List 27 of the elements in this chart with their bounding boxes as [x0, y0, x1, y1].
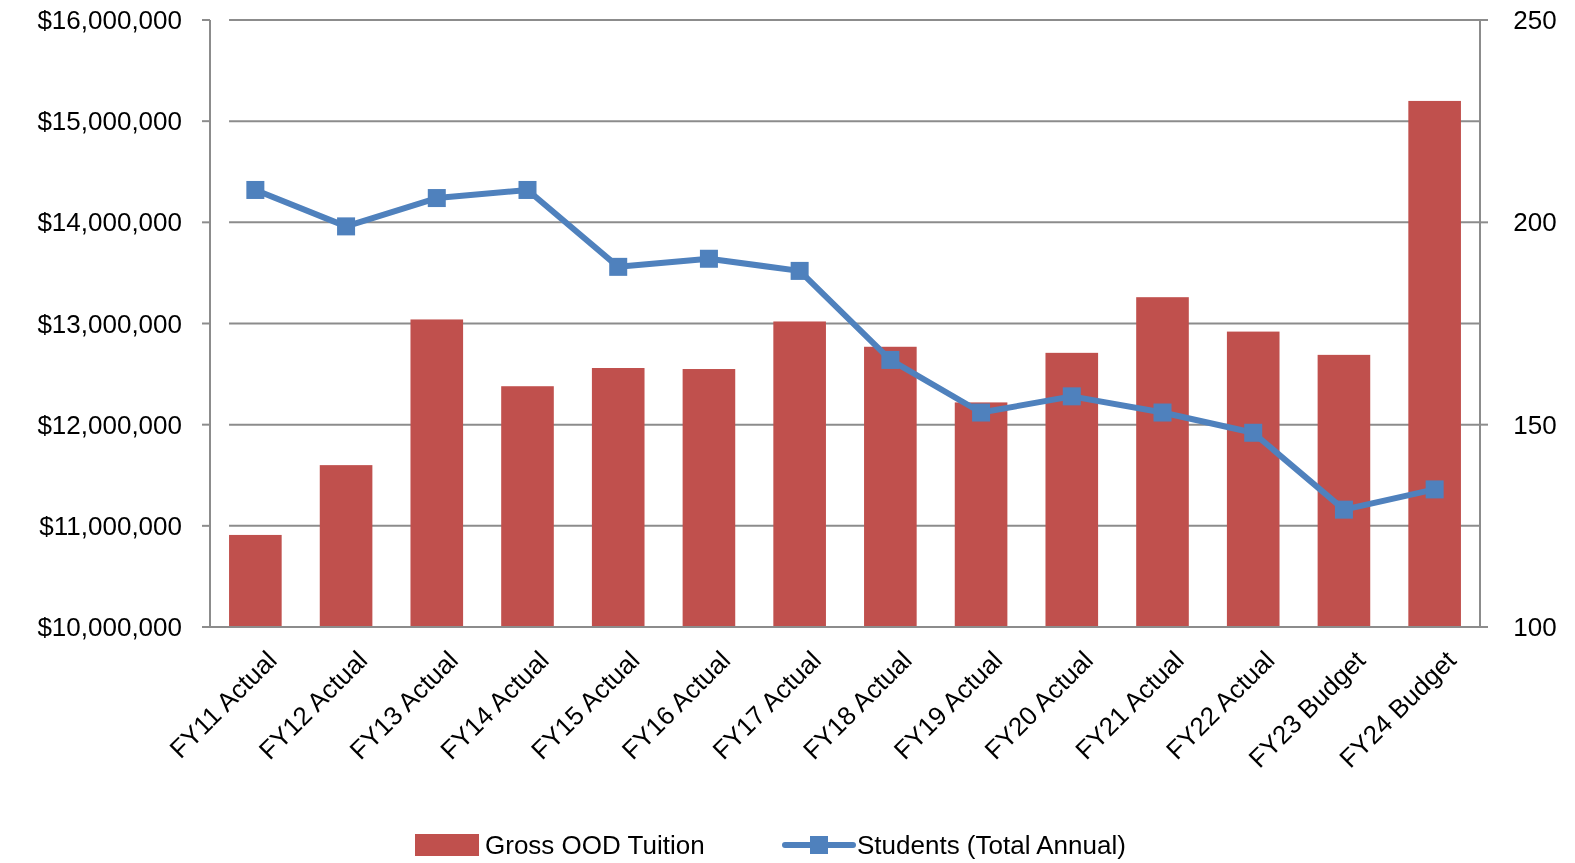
point — [1425, 480, 1444, 499]
y-tick-label: $11,000,000 — [39, 510, 182, 541]
point — [881, 350, 900, 369]
y2-tick-label: 250 — [1513, 5, 1557, 36]
y2-tick-label: 100 — [1513, 612, 1557, 643]
point — [699, 249, 718, 268]
point — [790, 261, 809, 280]
point — [1153, 403, 1172, 422]
y-tick-label: $12,000,000 — [37, 409, 182, 440]
y-tick-label: $16,000,000 — [37, 5, 182, 36]
y2-tick-label: 150 — [1513, 409, 1557, 440]
point — [246, 180, 265, 199]
y-tick-label: $14,000,000 — [37, 207, 182, 238]
point — [972, 403, 991, 422]
y-tick-label: $13,000,000 — [37, 308, 182, 339]
y-tick-label: $10,000,000 — [37, 612, 182, 643]
point — [1062, 387, 1081, 406]
point — [1244, 423, 1263, 442]
point — [609, 257, 628, 276]
point — [427, 189, 446, 208]
point — [1334, 500, 1353, 519]
y-tick-label: $15,000,000 — [37, 106, 182, 137]
legend-label: Gross OOD Tuition — [485, 830, 705, 861]
y2-tick-label: 200 — [1513, 207, 1557, 238]
point — [337, 217, 356, 236]
legend-label: Students (Total Annual) — [857, 830, 1126, 861]
point — [518, 180, 537, 199]
